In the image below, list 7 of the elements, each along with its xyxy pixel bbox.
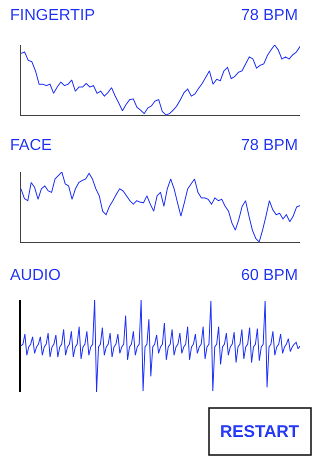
chart-title: AUDIO [10,267,61,284]
text: 60 BPM [241,267,298,284]
text: RESTART [220,422,300,441]
chart-title: FINGERTIP [10,7,96,24]
text: 78 BPM [241,7,298,24]
text: 78 BPM [241,137,298,154]
chart-title: FACE [10,137,52,154]
